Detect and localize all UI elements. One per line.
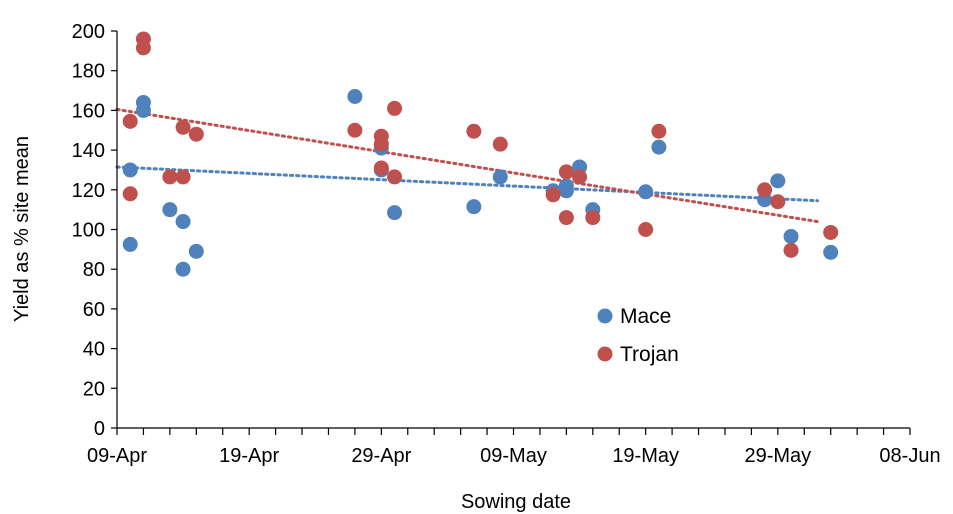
x-tick-label: 29-Apr	[351, 445, 411, 467]
point-mace	[122, 236, 138, 252]
point-trojan	[572, 169, 588, 185]
point-mace	[558, 183, 574, 199]
y-tick-label: 20	[83, 378, 105, 400]
point-trojan	[823, 224, 839, 240]
point-trojan	[558, 210, 574, 226]
x-axis-ticks: 09-Apr 19-Apr 29-Apr 09-May 19-May 29-May 08-J…	[87, 428, 941, 467]
trendline-trojan	[115, 107, 819, 224]
point-trojan	[492, 136, 508, 152]
y-tick-label: 180	[72, 61, 105, 83]
point-mace	[783, 228, 799, 244]
point-mace	[175, 261, 191, 277]
point-trojan	[188, 126, 204, 142]
y-tick-label: 40	[83, 339, 105, 361]
point-trojan	[585, 210, 601, 226]
y-tick-label: 140	[72, 140, 105, 162]
point-trojan	[135, 40, 151, 56]
point-trojan	[757, 182, 773, 198]
point-mace	[638, 184, 654, 200]
point-mace	[175, 214, 191, 230]
point-mace	[387, 205, 403, 221]
legend: Mace Trojan	[597, 305, 679, 366]
point-trojan	[558, 164, 574, 180]
point-trojan	[347, 122, 363, 138]
x-tick-label: 19-Apr	[219, 445, 279, 467]
point-trojan	[373, 136, 389, 152]
point-trojan	[162, 169, 178, 185]
point-trojan	[651, 123, 667, 139]
y-axis-title: Yield as % site mean	[11, 136, 33, 322]
point-trojan	[373, 160, 389, 176]
legend-marker-trojan	[597, 346, 613, 362]
y-tick-label: 0	[94, 418, 105, 440]
point-trojan	[783, 242, 799, 258]
x-tick-label: 19-May	[612, 445, 679, 467]
point-trojan	[175, 119, 191, 135]
point-trojan	[387, 169, 403, 185]
legend-label-trojan: Trojan	[620, 343, 679, 366]
point-mace	[188, 243, 204, 259]
point-trojan	[638, 222, 654, 237]
point-mace	[162, 202, 178, 218]
legend-label-mace: Mace	[620, 305, 671, 328]
point-trojan	[387, 100, 403, 116]
x-tick-label: 29-May	[744, 445, 811, 467]
point-mace	[823, 244, 839, 260]
y-tick-label: 80	[83, 259, 105, 281]
y-tick-label: 60	[83, 299, 105, 321]
point-trojan	[175, 169, 191, 185]
y-tick-label: 100	[72, 220, 105, 242]
y-axis-ticks: 0 20 40 60 80 100 120 140 160 180 200	[72, 21, 117, 440]
point-mace	[347, 89, 363, 105]
point-trojan	[122, 186, 138, 202]
trendlines	[115, 107, 819, 224]
point-trojan	[545, 187, 561, 203]
point-mace	[135, 102, 151, 118]
point-trojan	[770, 194, 786, 210]
trendline-mace	[115, 165, 819, 203]
point-mace	[651, 139, 667, 155]
data-points	[122, 31, 839, 277]
x-tick-label: 09-Apr	[87, 445, 147, 467]
x-tick-label: 08-Jun	[879, 445, 940, 467]
x-tick-label: 09-May	[480, 445, 547, 467]
y-tick-label: 200	[72, 21, 105, 43]
point-mace	[770, 173, 786, 189]
legend-marker-mace	[597, 308, 613, 324]
x-axis-title: Sowing date	[461, 491, 571, 513]
point-trojan	[466, 123, 482, 139]
point-mace	[492, 169, 508, 185]
point-trojan	[122, 113, 138, 129]
y-tick-label: 120	[72, 180, 105, 202]
axes: 0 20 40 60 80 100 120 140 160 180 200 09-Apr 19-Apr…	[72, 21, 941, 467]
point-mace	[466, 199, 482, 215]
y-tick-label: 160	[72, 100, 105, 122]
point-mace	[122, 162, 138, 178]
